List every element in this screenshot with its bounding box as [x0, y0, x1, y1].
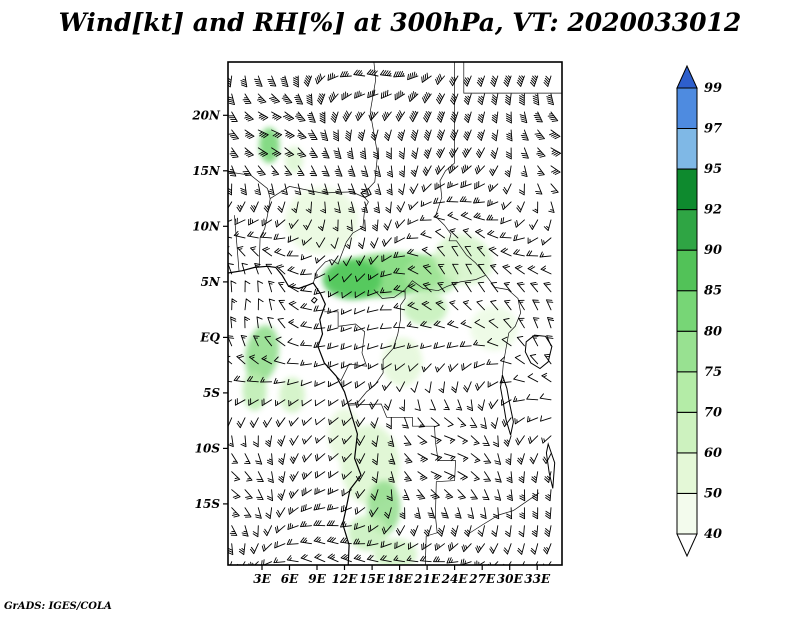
- lake: [545, 442, 556, 489]
- rh-shade: [244, 325, 280, 383]
- colorbar-label: 92: [704, 203, 722, 218]
- country-border: [434, 62, 522, 376]
- colorbar-segment: [676, 371, 698, 413]
- colorbar-segment: [676, 330, 698, 373]
- colorbar-segment: [676, 290, 698, 332]
- colorbar: 40 50 60 70 75 80 85 90 92 95 97 99: [676, 64, 722, 558]
- colorbar-segment: [676, 452, 698, 494]
- colorbar-arrow-top: [676, 64, 698, 89]
- y-tick-label: 15N: [192, 164, 221, 178]
- colorbar-label: 95: [704, 162, 722, 177]
- geography-layer: [228, 62, 562, 565]
- country-border: [324, 311, 368, 382]
- colorbar-segment: [676, 249, 698, 292]
- rh-shade: [403, 291, 448, 326]
- country-border: [312, 197, 369, 284]
- rh-shade: [322, 259, 382, 300]
- colorbar-label: 70: [704, 405, 722, 420]
- x-tick-label: 15E: [359, 572, 386, 586]
- rh-shade: [328, 408, 361, 462]
- y-tick-label: 5S: [203, 386, 220, 400]
- y-tick-label: 15S: [195, 497, 221, 511]
- rh-shading-layer: [242, 127, 518, 565]
- x-tick-label: 33E: [524, 572, 551, 586]
- colorbar-segment: [676, 209, 698, 251]
- colorbar-label: 60: [704, 446, 722, 461]
- colorbar-segment: [676, 128, 698, 170]
- colorbar-label: 75: [704, 365, 722, 380]
- x-tick-label: 30E: [497, 572, 524, 586]
- colorbar-segment: [676, 411, 698, 454]
- rh-shade: [470, 306, 518, 351]
- map-frame: [227, 61, 563, 566]
- colorbar-segment: [676, 87, 698, 129]
- y-tick-label: 10N: [192, 219, 221, 233]
- y-tick-label: 5N: [201, 275, 221, 289]
- colorbar-label: 50: [704, 487, 722, 502]
- country-border: [348, 289, 406, 405]
- x-tick-label: 21E: [413, 572, 441, 586]
- x-tick-label: 18E: [387, 572, 414, 586]
- x-tick-label: 9E: [308, 572, 326, 586]
- country-border: [228, 62, 378, 200]
- map-area: [228, 62, 562, 565]
- coastline: [228, 265, 362, 565]
- x-tick-label: 12E: [332, 572, 359, 586]
- x-tick-label: 24E: [441, 572, 469, 586]
- lake: [499, 374, 514, 436]
- colorbar-label: 80: [704, 324, 722, 339]
- country-border: [373, 274, 486, 299]
- colorbar-label: 40: [704, 527, 722, 542]
- country-border: [463, 62, 562, 94]
- colorbar-label: 97: [704, 122, 722, 137]
- chart-title: Wind[kt] and RH[%] at 300hPa, VT: 202003…: [58, 8, 742, 37]
- y-tick-label: EQ: [199, 330, 220, 344]
- colorbar-label: 90: [704, 243, 722, 258]
- country-border: [234, 215, 240, 271]
- x-tick-label: 6E: [281, 572, 299, 586]
- colorbar-label: 85: [704, 284, 722, 299]
- y-tick-label: 20N: [191, 108, 221, 122]
- lake: [524, 334, 553, 370]
- rh-shade: [382, 337, 423, 387]
- grads-credit: GrADS: IGES/COLA: [4, 601, 112, 612]
- lake: [310, 296, 318, 304]
- rh-shade: [284, 187, 359, 255]
- colorbar-segment: [676, 493, 698, 535]
- colorbar-segment: [676, 168, 698, 211]
- rh-shade: [279, 377, 306, 413]
- colorbar-label: 99: [704, 81, 722, 96]
- colorbar-arrow-bottom: [676, 533, 698, 558]
- rh-shade: [259, 127, 280, 164]
- y-tick-label: 10S: [195, 441, 221, 455]
- x-tick-label: 3E: [253, 572, 271, 586]
- x-tick-label: 27E: [468, 572, 496, 586]
- rh-shade: [348, 515, 389, 551]
- wind-barb-field: [228, 69, 562, 565]
